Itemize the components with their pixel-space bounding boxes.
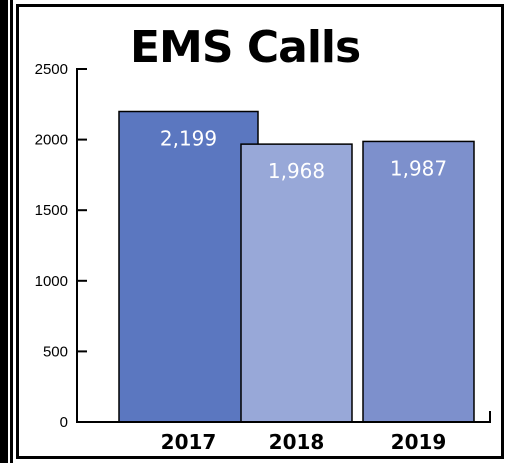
bar — [240, 143, 353, 423]
y-tick-label: 1000 — [35, 273, 68, 290]
border-rule-thin — [10, 0, 13, 463]
bar-value-label: 1,987 — [390, 156, 447, 180]
bar-value-label: 1,968 — [268, 159, 325, 183]
bars: 2,199 1,968 1,987 — [118, 110, 475, 423]
x-category-label: 2018 — [269, 430, 325, 454]
x-axis: 2017 2018 2019 — [77, 411, 491, 454]
y-tick-label: 0 — [60, 414, 68, 431]
chart-frame — [16, 4, 504, 459]
chart-title: EMS Calls — [130, 22, 361, 73]
y-tick-label: 2000 — [35, 132, 68, 149]
border-rule-thick — [0, 0, 8, 463]
left-border-rules — [0, 0, 14, 463]
bar-value-label: 2,199 — [160, 127, 217, 151]
bar — [362, 140, 475, 423]
x-category-label: 2019 — [391, 430, 447, 454]
y-tick-label: 500 — [43, 343, 68, 360]
y-axis: 0 500 1000 1500 2000 2500 — [35, 61, 87, 431]
y-tick-label: 2500 — [35, 61, 68, 78]
bar — [118, 110, 259, 423]
x-category-label: 2017 — [161, 430, 217, 454]
y-tick-label: 1500 — [35, 202, 68, 219]
